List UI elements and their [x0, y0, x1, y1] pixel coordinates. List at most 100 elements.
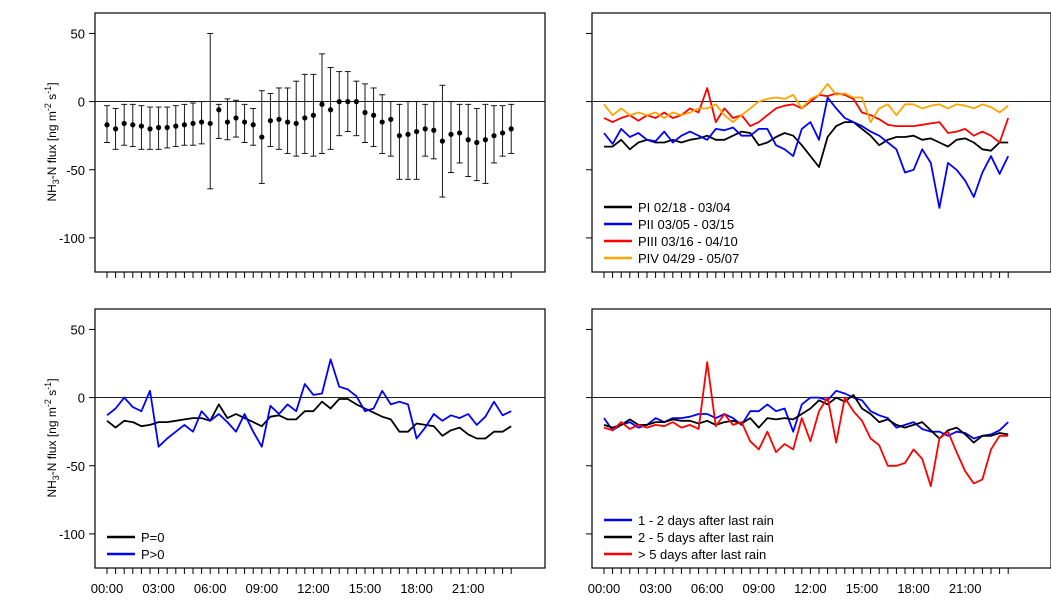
x-tick-label: 15:00	[349, 581, 382, 596]
data-point	[199, 119, 205, 125]
panel-top-left: 50 0 -50 -100	[59, 12, 546, 278]
data-point	[224, 119, 230, 125]
y-axis-label-part: -N flux [ng m	[45, 407, 59, 475]
y-tick-label: -100	[59, 231, 85, 246]
data-point	[336, 99, 342, 105]
data-point	[328, 107, 334, 113]
data-point	[156, 124, 162, 131]
data-point	[242, 119, 248, 125]
data-point	[207, 120, 213, 127]
plot-frame	[94, 308, 546, 569]
data-point	[121, 120, 127, 127]
y-tick-label: -50	[66, 163, 85, 178]
data-point	[310, 112, 316, 118]
y-tick-label: 0	[78, 95, 85, 110]
data-point	[147, 126, 153, 132]
data-point	[345, 99, 351, 105]
plot-frame	[591, 12, 1051, 273]
x-tick-label: 09:00	[743, 581, 776, 596]
data-point	[474, 139, 480, 146]
data-point	[508, 126, 514, 132]
y-tick-label: -100	[59, 527, 85, 542]
data-point	[173, 123, 179, 129]
y-tick-label: -50	[66, 459, 85, 474]
data-point	[138, 123, 144, 129]
legend-label: PIII 03/16 - 04/10	[638, 234, 738, 249]
data-point	[113, 126, 119, 132]
x-tick-label: 06:00	[194, 581, 227, 596]
data-point	[414, 128, 420, 135]
data-point	[448, 131, 454, 137]
data-point	[431, 127, 437, 133]
y-axis-label-part: s	[45, 94, 59, 103]
y-tick-label: 50	[71, 322, 85, 337]
series-line-1	[106, 358, 512, 448]
data-point	[276, 116, 282, 122]
plot-frame	[591, 308, 1051, 569]
legend-label: P>0	[141, 547, 165, 562]
x-tick-label: 09:00	[246, 581, 279, 596]
y-axis-label: NH3-N flux [ng m-2 s-1]	[43, 378, 61, 497]
legend-label: PI 02/18 - 03/04	[638, 200, 731, 215]
x-tick-label: 12:00	[297, 581, 330, 596]
legend-label: PII 03/05 - 03/15	[638, 217, 734, 232]
panel-top-right: PI 02/18 - 03/04 PII 03/05 - 03/15 PIII 03…	[586, 12, 1051, 278]
data-point	[302, 115, 308, 121]
y-axis-label-part: NH	[45, 480, 59, 497]
y-axis-label-part: 3	[51, 475, 61, 480]
y-axis-label: NH3-N flux [ng m-2 s-1]	[43, 82, 61, 201]
x-tick-label: 21:00	[949, 581, 982, 596]
x-tick-label: 12:00	[794, 581, 827, 596]
data-point	[104, 122, 110, 128]
y-axis-label-part: s	[45, 390, 59, 399]
y-axis-label-part: ]	[45, 378, 59, 381]
y-axis-label-part: -N flux [ng m	[45, 111, 59, 179]
series-line-0	[604, 121, 1009, 168]
data-point	[396, 133, 402, 139]
data-point	[422, 126, 428, 132]
data-point	[465, 137, 471, 143]
series-line-0	[603, 389, 1009, 440]
y-axis-label-part: -1	[43, 86, 53, 94]
legend-label: 1 - 2 days after last rain	[638, 513, 774, 528]
plot-frame	[94, 12, 546, 273]
x-tick-label: 00:00	[588, 581, 621, 596]
legend-label: 2 - 5 days after last rain	[638, 530, 774, 545]
data-point	[181, 122, 187, 128]
data-point	[439, 138, 445, 144]
data-point	[353, 99, 359, 105]
x-tick-label: 06:00	[691, 581, 724, 596]
y-tick-label: 50	[71, 26, 85, 41]
data-point	[259, 134, 265, 140]
y-axis-label-part: 3	[51, 179, 61, 184]
y-axis-label-part: -2	[43, 103, 53, 111]
data-point	[491, 133, 497, 139]
data-point	[190, 120, 196, 127]
x-tick-label: 03:00	[639, 581, 672, 596]
data-point	[216, 107, 222, 113]
y-axis-label-part: -2	[43, 399, 53, 407]
data-point	[388, 116, 394, 122]
series-line-2	[603, 361, 1009, 488]
y-axis-label-part: ]	[45, 82, 59, 85]
data-point	[379, 119, 385, 125]
data-point	[250, 122, 256, 128]
data-point	[319, 101, 325, 107]
data-point	[130, 122, 136, 128]
series-line-2	[603, 87, 1010, 144]
x-tick-label: 18:00	[897, 581, 930, 596]
data-point	[405, 131, 411, 137]
data-point	[233, 115, 239, 121]
data-point	[164, 124, 170, 131]
y-axis-label-part: -1	[43, 382, 53, 390]
legend-label: PIV 04/29 - 05/07	[638, 251, 739, 266]
data-point	[293, 120, 299, 127]
data-point	[500, 130, 506, 136]
legend-label: > 5 days after last rain	[638, 547, 766, 562]
series-line-0	[106, 398, 512, 440]
x-tick-label: 18:00	[400, 581, 433, 596]
x-tick-label: 21:00	[452, 581, 485, 596]
y-tick-label: 0	[78, 391, 85, 406]
data-point	[482, 137, 488, 143]
